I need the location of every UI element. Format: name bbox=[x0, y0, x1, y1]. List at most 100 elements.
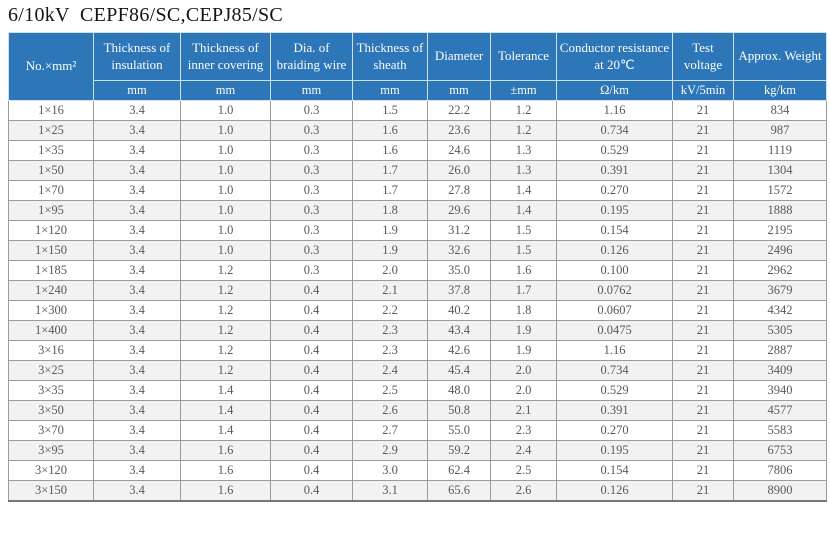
table-row-1-400: 1×400 3.4 1.2 0.4 2.3 43.4 1.9 0.0475 21 5305 bbox=[8, 320, 827, 341]
cable-spec-table: No.×mm² Thickness of insulation Thickness … bbox=[8, 32, 827, 502]
table-cell: 2.0 bbox=[490, 380, 557, 401]
table-cell: 21 bbox=[672, 260, 734, 281]
table-cell: 50.8 bbox=[427, 400, 491, 421]
table-cell: 0.126 bbox=[556, 240, 673, 261]
header-tolerance: Tolerance bbox=[490, 32, 557, 81]
table-cell: 65.6 bbox=[427, 480, 491, 502]
row-label: 1×150 bbox=[8, 240, 94, 261]
row-label: 1×95 bbox=[8, 200, 94, 221]
table-cell: 1.0 bbox=[180, 240, 271, 261]
header-thickness-of-inner-covering: Thickness of inner covering bbox=[180, 32, 271, 81]
table-cell: 0.0762 bbox=[556, 280, 673, 301]
table-cell: 21 bbox=[672, 280, 734, 301]
table-cell: 1.4 bbox=[490, 180, 557, 201]
table-cell: 0.195 bbox=[556, 200, 673, 221]
table-cell: 1.5 bbox=[490, 240, 557, 261]
table-cell: 1.9 bbox=[352, 220, 428, 241]
table-cell: 3.4 bbox=[93, 480, 181, 502]
table-cell: 21 bbox=[672, 120, 734, 141]
table-cell: 3.4 bbox=[93, 360, 181, 381]
header-units-row: mm mm mm mm mm ±mm Ω/km kV/5min kg/km bbox=[9, 80, 827, 101]
table-cell: 3679 bbox=[733, 280, 827, 301]
table-cell: 21 bbox=[672, 140, 734, 161]
table-cell: 21 bbox=[672, 380, 734, 401]
table-row-1-16: 1×16 3.4 1.0 0.3 1.5 22.2 1.2 1.16 21 834 bbox=[8, 100, 827, 121]
table-cell: 0.4 bbox=[270, 340, 353, 361]
table-cell: 21 bbox=[672, 220, 734, 241]
table-cell: 1.0 bbox=[180, 100, 271, 121]
table-row-1-95: 1×95 3.4 1.0 0.3 1.8 29.6 1.4 0.195 21 1888 bbox=[8, 200, 827, 221]
table-cell: 3.4 bbox=[93, 220, 181, 241]
table-cell: 0.3 bbox=[270, 200, 353, 221]
table-cell: 0.3 bbox=[270, 140, 353, 161]
table-cell: 3940 bbox=[733, 380, 827, 401]
row-label: 3×50 bbox=[8, 400, 94, 421]
table-cell: 1119 bbox=[733, 140, 827, 161]
table-cell: 1.0 bbox=[180, 180, 271, 201]
table-cell: 0.0475 bbox=[556, 320, 673, 341]
table-cell: 1.2 bbox=[490, 120, 557, 141]
table-cell: 1888 bbox=[733, 200, 827, 221]
table-cell: 0.529 bbox=[556, 380, 673, 401]
table-cell: 2.0 bbox=[490, 360, 557, 381]
table-cell: 2.7 bbox=[352, 420, 428, 441]
table-cell: 0.391 bbox=[556, 160, 673, 181]
row-label: 1×120 bbox=[8, 220, 94, 241]
table-cell: 4577 bbox=[733, 400, 827, 421]
table-cell: 1.6 bbox=[352, 140, 428, 161]
table-cell: 2.3 bbox=[352, 320, 428, 341]
table-cell: 37.8 bbox=[427, 280, 491, 301]
table-row-3-120: 3×120 3.4 1.6 0.4 3.0 62.4 2.5 0.154 21 7806 bbox=[8, 460, 827, 481]
table-cell: 3.4 bbox=[93, 300, 181, 321]
header-approx-weight: Approx. Weight bbox=[733, 32, 827, 81]
unit-thickness-of-insulation: mm bbox=[93, 80, 181, 101]
table-cell: 2.4 bbox=[490, 440, 557, 461]
table-cell: 0.3 bbox=[270, 260, 353, 281]
table-cell: 3.4 bbox=[93, 160, 181, 181]
table-cell: 2.6 bbox=[352, 400, 428, 421]
table-cell: 3409 bbox=[733, 360, 827, 381]
table-cell: 3.4 bbox=[93, 240, 181, 261]
row-label: 3×120 bbox=[8, 460, 94, 481]
row-label: 3×70 bbox=[8, 420, 94, 441]
table-cell: 0.4 bbox=[270, 380, 353, 401]
table-cell: 1304 bbox=[733, 160, 827, 181]
table-cell: 0.3 bbox=[270, 240, 353, 261]
table-row-1-300: 1×300 3.4 1.2 0.4 2.2 40.2 1.8 0.0607 21 4342 bbox=[8, 300, 827, 321]
table-header: No.×mm² Thickness of insulation Thickness … bbox=[8, 32, 827, 101]
table-body: 1×16 3.4 1.0 0.3 1.5 22.2 1.2 1.16 21 834 1×25 3.4 1… bbox=[8, 100, 827, 502]
table-cell: 0.4 bbox=[270, 300, 353, 321]
table-cell: 21 bbox=[672, 440, 734, 461]
table-cell: 3.4 bbox=[93, 340, 181, 361]
unit-diameter: mm bbox=[427, 80, 491, 101]
table-cell: 1.4 bbox=[490, 200, 557, 221]
table-cell: 3.4 bbox=[93, 320, 181, 341]
table-row-1-70: 1×70 3.4 1.0 0.3 1.7 27.8 1.4 0.270 21 1572 bbox=[8, 180, 827, 201]
table-cell: 21 bbox=[672, 480, 734, 502]
table-cell: 1.0 bbox=[180, 120, 271, 141]
header-thickness-of-sheath: Thickness of sheath bbox=[352, 32, 428, 81]
table-cell: 21 bbox=[672, 460, 734, 481]
table-cell: 1.2 bbox=[490, 100, 557, 121]
table-cell: 0.4 bbox=[270, 400, 353, 421]
table-cell: 0.3 bbox=[270, 160, 353, 181]
table-cell: 3.4 bbox=[93, 260, 181, 281]
table-cell: 21 bbox=[672, 100, 734, 121]
row-label: 3×25 bbox=[8, 360, 94, 381]
table-cell: 45.4 bbox=[427, 360, 491, 381]
table-cell: 35.0 bbox=[427, 260, 491, 281]
table-cell: 0.3 bbox=[270, 180, 353, 201]
table-cell: 1.9 bbox=[490, 320, 557, 341]
table-cell: 2.5 bbox=[352, 380, 428, 401]
table-cell: 21 bbox=[672, 200, 734, 221]
table-cell: 0.529 bbox=[556, 140, 673, 161]
table-row-1-50: 1×50 3.4 1.0 0.3 1.7 26.0 1.3 0.391 21 1304 bbox=[8, 160, 827, 181]
table-cell: 1.6 bbox=[180, 480, 271, 502]
table-cell: 1.3 bbox=[490, 160, 557, 181]
table-cell: 5305 bbox=[733, 320, 827, 341]
table-cell: 29.6 bbox=[427, 200, 491, 221]
table-cell: 31.2 bbox=[427, 220, 491, 241]
table-cell: 2.1 bbox=[352, 280, 428, 301]
table-cell: 55.0 bbox=[427, 420, 491, 441]
